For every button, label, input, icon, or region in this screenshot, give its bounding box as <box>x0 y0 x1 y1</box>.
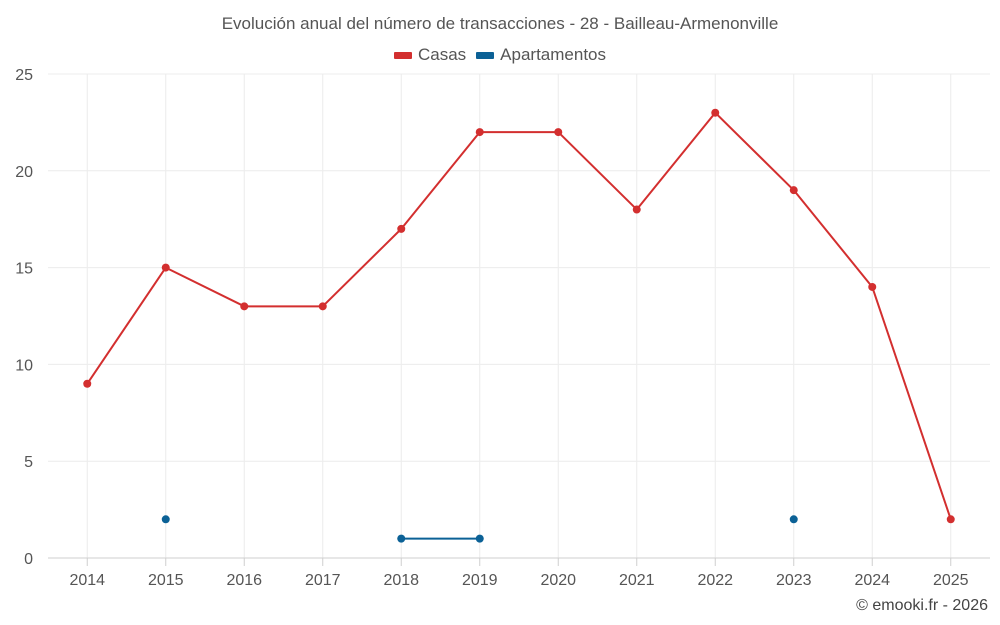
data-point-casas <box>83 379 92 388</box>
legend-swatch-casas <box>393 51 412 59</box>
data-point-apartamentos <box>475 534 484 543</box>
data-point-casas <box>240 302 249 311</box>
x-tick-label: 2016 <box>226 572 262 589</box>
x-tick-label: 2017 <box>305 572 341 589</box>
x-tick-label: 2020 <box>540 572 576 589</box>
y-tick-label: 25 <box>15 67 33 84</box>
y-tick-label: 10 <box>15 357 33 374</box>
x-tick-label: 2025 <box>933 572 969 589</box>
y-tick-label: 15 <box>15 261 33 278</box>
data-point-casas <box>789 186 798 195</box>
legend-swatch-apartamentos <box>476 51 495 59</box>
x-tick-label: 2014 <box>69 572 105 589</box>
data-point-casas <box>868 282 877 291</box>
data-point-apartamentos <box>161 515 170 524</box>
series-line-casas <box>86 111 952 520</box>
data-point-casas <box>318 302 327 311</box>
x-tick-label: 2022 <box>697 572 733 589</box>
x-tick-label: 2018 <box>383 572 419 589</box>
legend-item-casas[interactable]: Casas <box>393 45 467 65</box>
data-point-casas <box>475 128 484 137</box>
data-point-casas <box>711 108 720 117</box>
chart-title: Evolución anual del número de transaccio… <box>221 14 779 33</box>
y-tick-label: 5 <box>24 454 33 471</box>
data-point-casas <box>161 263 170 272</box>
data-point-casas <box>946 515 955 524</box>
data-point-casas <box>397 224 406 233</box>
legend-label-casas: Casas <box>417 45 467 64</box>
x-tick-label: 2024 <box>854 572 890 589</box>
data-point-casas <box>632 205 641 214</box>
data-point-casas <box>554 128 563 137</box>
data-point-apartamentos <box>789 515 798 524</box>
data-point-apartamentos <box>397 534 406 543</box>
y-tick-label: 0 <box>24 551 33 568</box>
x-tick-label: 2019 <box>462 572 498 589</box>
legend: Casas Apartamentos <box>0 45 1000 65</box>
y-tick-label: 20 <box>15 164 33 181</box>
x-tick-label: 2015 <box>148 572 184 589</box>
legend-item-apartamentos[interactable]: Apartamentos <box>476 45 606 65</box>
legend-label-apartamentos: Apartamentos <box>500 45 607 64</box>
x-tick-label: 2023 <box>776 572 812 589</box>
credit-text: © emooki.fr - 2026 <box>856 597 988 614</box>
x-tick-label: 2021 <box>619 572 655 589</box>
